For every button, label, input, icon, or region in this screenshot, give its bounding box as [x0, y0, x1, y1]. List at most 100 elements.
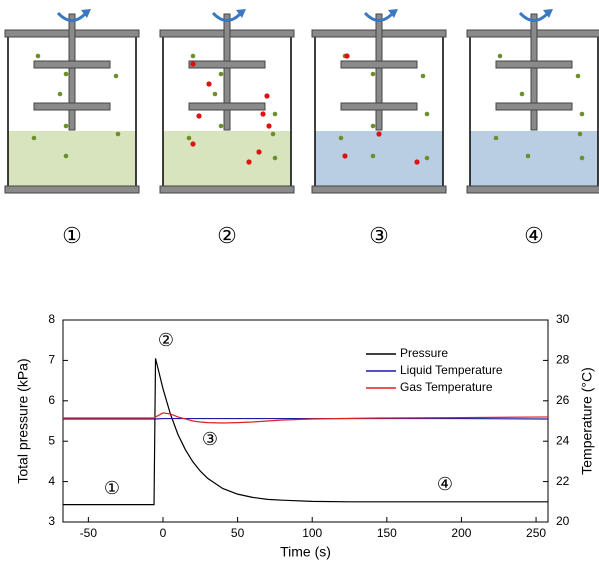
shaft — [531, 14, 537, 130]
vapor-molecule — [246, 159, 251, 164]
vessel: ④ — [467, 9, 599, 249]
gas-molecule — [64, 72, 69, 77]
vapor-molecule — [414, 159, 419, 164]
paddle — [189, 61, 265, 68]
gas-molecule — [339, 136, 344, 141]
base-plate — [5, 186, 139, 193]
y2-tick-label: 20 — [556, 514, 570, 528]
paddle — [496, 103, 572, 110]
gas-molecule — [58, 92, 63, 97]
vapor-molecule — [376, 131, 381, 136]
vapor-molecule — [264, 93, 269, 98]
base-plate — [312, 186, 446, 193]
shaft — [69, 14, 75, 130]
annotation: ④ — [437, 474, 453, 495]
vessel: ① — [5, 9, 139, 249]
x-axis-label: Time (s) — [280, 544, 331, 560]
x-tick-label: 200 — [451, 526, 471, 540]
y2-tick-label: 30 — [556, 312, 570, 326]
gas-molecule — [520, 92, 525, 97]
gas-molecule — [421, 74, 426, 79]
gas-molecule — [191, 54, 196, 59]
vessel: ② — [160, 9, 294, 249]
x-tick-label: 0 — [160, 526, 167, 540]
vapor-molecule — [196, 113, 201, 118]
y-tick-label: 7 — [48, 353, 55, 367]
gas-molecule — [425, 156, 430, 161]
x-tick-label: 150 — [377, 526, 397, 540]
annotation: ① — [104, 478, 120, 499]
data-line — [63, 413, 548, 423]
gas-molecule — [219, 124, 224, 129]
gas-molecule — [526, 154, 531, 159]
vapor-molecule — [344, 53, 349, 58]
gas-molecule — [494, 136, 499, 141]
base-plate — [160, 186, 294, 193]
vapor-molecule — [342, 153, 347, 158]
shaft — [376, 14, 382, 130]
vessel: ③ — [312, 9, 446, 249]
gas-molecule — [64, 154, 69, 159]
y-tick-label: 5 — [48, 433, 55, 447]
legend-label: Liquid Temperature — [400, 363, 503, 377]
vapor-molecule — [190, 61, 195, 66]
gas-molecule — [371, 72, 376, 77]
vessel-label: ② — [217, 224, 237, 249]
y-axis-label: Total pressure (kPa) — [15, 358, 31, 483]
y-tick-label: 8 — [48, 312, 55, 326]
gas-molecule — [219, 72, 224, 77]
paddle — [341, 103, 417, 110]
y2-tick-label: 28 — [556, 353, 570, 367]
vessel-label: ④ — [524, 224, 544, 249]
gas-molecule — [64, 124, 69, 129]
paddle — [189, 103, 265, 110]
plot-frame — [63, 320, 548, 522]
gas-molecule — [187, 136, 192, 141]
base-plate — [467, 186, 599, 193]
liquid — [8, 131, 136, 187]
vapor-molecule — [190, 141, 195, 146]
paddle — [34, 103, 110, 110]
gas-molecule — [576, 74, 581, 79]
x-tick-label: -50 — [80, 526, 98, 540]
y-tick-label: 6 — [48, 393, 55, 407]
gas-molecule — [371, 154, 376, 159]
y2-axis-label: Temperature (°C) — [579, 367, 595, 475]
vapor-molecule — [206, 81, 211, 86]
x-tick-label: 50 — [231, 526, 245, 540]
liquid — [163, 131, 291, 187]
gas-molecule — [425, 112, 430, 117]
gas-molecule — [114, 74, 119, 79]
liquid — [315, 131, 443, 187]
annotation: ③ — [202, 429, 218, 450]
gas-molecule — [371, 124, 376, 129]
gas-molecule — [32, 136, 37, 141]
gas-molecule — [580, 112, 585, 117]
y2-tick-label: 24 — [556, 433, 570, 447]
gas-molecule — [271, 132, 276, 137]
figure: ① ② ③ ④ -50 0 50 100 150 200 250 3 4 5 6 7 8 20 22 24 26 28 30… — [0, 0, 599, 566]
gas-molecule — [578, 132, 583, 137]
vapor-molecule — [266, 123, 271, 128]
y-tick-label: 3 — [48, 514, 55, 528]
legend-label: Pressure — [400, 346, 448, 360]
vessel-label: ③ — [369, 224, 389, 249]
vapor-molecule — [260, 111, 265, 116]
x-tick-label: 100 — [302, 526, 322, 540]
gas-molecule — [116, 132, 121, 137]
gas-molecule — [36, 54, 41, 59]
y2-tick-label: 26 — [556, 393, 570, 407]
gas-molecule — [273, 156, 278, 161]
legend-label: Gas Temperature — [400, 380, 493, 394]
annotation: ② — [158, 330, 174, 351]
y-tick-label: 4 — [48, 474, 55, 488]
liquid — [470, 131, 598, 187]
y2-tick-label: 22 — [556, 474, 570, 488]
shaft — [224, 14, 230, 130]
paddle — [34, 61, 110, 68]
gas-molecule — [580, 156, 585, 161]
vessel-label: ① — [62, 224, 82, 249]
paddle — [496, 61, 572, 68]
paddle — [341, 61, 417, 68]
x-tick-label: 250 — [526, 526, 546, 540]
